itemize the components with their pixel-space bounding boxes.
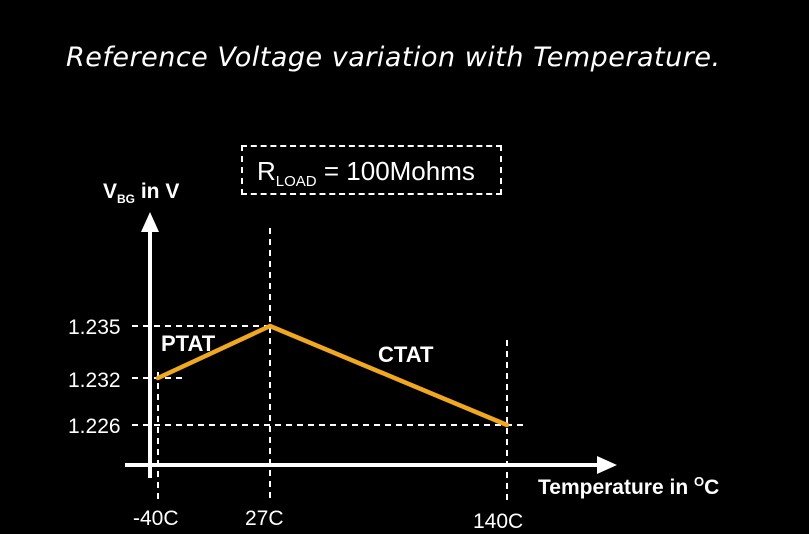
series-segment-ctat xyxy=(267,323,510,428)
x-tick-label: 27C xyxy=(245,507,284,530)
series-segment-ptat xyxy=(155,323,273,381)
segment-label-ctat: CTAT xyxy=(378,342,434,367)
y-tick-label: 1.235 xyxy=(68,316,121,339)
load-annotation: RLOAD = 100Mohms xyxy=(257,156,475,190)
segment-label-ptat: PTAT xyxy=(161,331,216,356)
y-axis-arrow xyxy=(141,212,159,232)
series-line xyxy=(155,323,510,428)
load-annotation-box: RLOAD = 100Mohms xyxy=(241,145,502,195)
y-axis-label: VBG in V xyxy=(103,180,180,206)
x-axis-arrow xyxy=(597,456,617,474)
x-tick-label: 140C xyxy=(473,510,524,533)
x-tick-label: -40C xyxy=(133,507,179,530)
x-axis-label: Temperature in OC xyxy=(538,474,720,499)
slide-title: Reference Voltage variation with Tempera… xyxy=(66,42,721,73)
y-tick-label: 1.232 xyxy=(68,369,121,392)
guide-lines xyxy=(132,228,525,500)
y-tick-label: 1.226 xyxy=(68,415,121,438)
